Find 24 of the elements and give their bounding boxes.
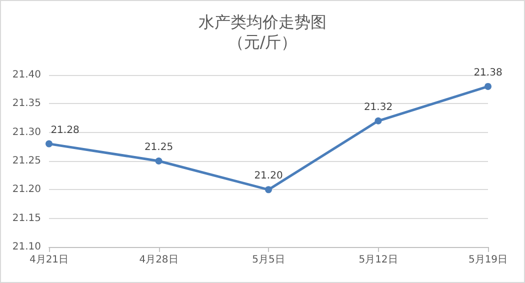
x-tick-label: 5月5日 xyxy=(252,254,285,266)
y-tick-label: 21.20 xyxy=(12,184,41,196)
y-tick-label: 21.35 xyxy=(12,98,41,110)
point xyxy=(155,158,162,164)
point xyxy=(46,140,52,148)
y-tick-label: 21.40 xyxy=(12,70,41,80)
x-tick-label: 5月19日 xyxy=(468,254,508,266)
chart-subtitle: （元/斤） xyxy=(228,32,298,52)
x-tick-label: 4月28日 xyxy=(139,254,178,266)
data-label: 21.20 xyxy=(254,170,283,182)
point xyxy=(484,82,492,90)
chart-title: 水产类均价走势图 xyxy=(198,12,326,32)
point xyxy=(374,117,382,124)
y-tick-label: 21.25 xyxy=(12,156,41,166)
data-label: 21.38 xyxy=(474,67,502,78)
data-label: 21.28 xyxy=(50,124,80,136)
x-tick-label: 4月21日 xyxy=(29,254,69,266)
data-label: 21.25 xyxy=(144,142,174,153)
point xyxy=(265,186,272,194)
data-label: 21.32 xyxy=(364,102,393,113)
x-tick-label: 5月12日 xyxy=(358,254,398,266)
y-tick-label: 21.15 xyxy=(12,212,41,224)
y-tick-label: 21.30 xyxy=(12,126,41,138)
y-tick-label: 21.10 xyxy=(12,242,41,252)
